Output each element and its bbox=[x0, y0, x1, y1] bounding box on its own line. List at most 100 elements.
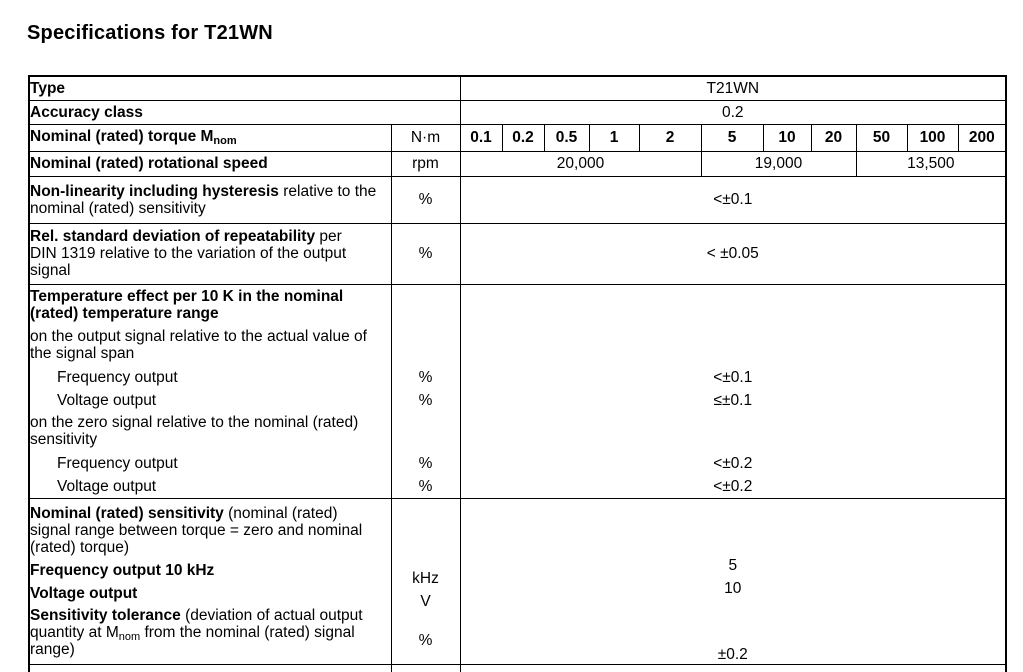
label-line: signal bbox=[30, 262, 71, 279]
unit-percent: % bbox=[418, 391, 433, 409]
torque-value: 10 bbox=[762, 123, 812, 152]
spacer bbox=[461, 409, 1006, 455]
spacer bbox=[461, 500, 1006, 557]
label-line: Non-linearity including hysteresis relat… bbox=[30, 183, 391, 200]
rotational-speed-label: Nominal (rated) rotational speed bbox=[28, 150, 392, 177]
nominal-sensitivity-label: Nominal (rated) sensitivity (nominal (ra… bbox=[28, 497, 392, 665]
label-line: Sensitivity tolerance (deviation of actu… bbox=[30, 607, 391, 624]
label-text: relative to the bbox=[278, 182, 377, 200]
label-text-bold: Sensitivity tolerance bbox=[30, 606, 181, 624]
temperature-effect-units: % % % % bbox=[390, 283, 461, 499]
nonlinearity-row: Non-linearity including hysteresis relat… bbox=[28, 175, 1007, 224]
repeatability-label: Rel. standard deviation of repeatability… bbox=[28, 222, 392, 285]
type-row: Type T21WN bbox=[28, 75, 1007, 101]
speed-value-group-2: 19,000 bbox=[700, 150, 857, 177]
torque-value: 0.1 bbox=[459, 123, 503, 152]
unit-percent: % bbox=[418, 454, 433, 472]
repeatability-value: < ±0.05 bbox=[459, 222, 1007, 285]
torque-value: 50 bbox=[855, 123, 908, 152]
nominal-sensitivity-values: 5 10 ±0.2 bbox=[459, 497, 1007, 665]
label-text: quantity at M bbox=[30, 623, 119, 641]
temperature-effect-label: Temperature effect per 10 K in the nomin… bbox=[28, 283, 392, 499]
label-text-bold: Nominal (rated) sensitivity bbox=[30, 504, 224, 522]
nominal-sensitivity-row: Nominal (rated) sensitivity (nominal (ra… bbox=[28, 497, 1007, 665]
label-line: the signal span bbox=[30, 344, 135, 362]
label-line: signal range between torque = zero and n… bbox=[30, 521, 363, 539]
unit-volt: V bbox=[420, 593, 431, 610]
sub-row-label-voltage-output: Voltage output bbox=[57, 391, 157, 409]
torque-value: 20 bbox=[810, 123, 857, 152]
unit-khz: kHz bbox=[412, 570, 439, 587]
value-output-voltage: ≤±0.1 bbox=[713, 391, 753, 409]
label-line: (rated) temperature range bbox=[30, 304, 219, 322]
label-line: quantity at Mnom from the nominal (rated… bbox=[30, 623, 391, 643]
spacer bbox=[392, 409, 460, 455]
label-line: Temperature effect per 10 K in the nomin… bbox=[30, 287, 344, 305]
label-line: DIN 1319 relative to the variation of th… bbox=[30, 245, 347, 262]
temperature-effect-values: <±0.1 ≤±0.1 <±0.2 <±0.2 bbox=[459, 283, 1007, 499]
label-text-bold: Non-linearity including hysteresis bbox=[30, 182, 279, 200]
partial-row-label bbox=[28, 663, 392, 672]
partial-row-value bbox=[459, 663, 1007, 672]
unit-percent: % bbox=[418, 632, 433, 649]
spacer bbox=[461, 288, 1006, 369]
unit-percent: % bbox=[418, 477, 433, 495]
label-line: on the output signal relative to the act… bbox=[30, 327, 367, 345]
label-subscript: nom bbox=[213, 135, 237, 147]
label-text-bold: Rel. standard deviation of repeatability bbox=[30, 228, 316, 245]
label-text: per bbox=[315, 228, 342, 245]
accuracy-class-label: Accuracy class bbox=[28, 99, 461, 125]
type-label: Type bbox=[28, 75, 461, 101]
page-title: Specifications for T21WN bbox=[27, 22, 273, 44]
spacer bbox=[30, 362, 391, 369]
type-value: T21WN bbox=[459, 75, 1007, 101]
spacer bbox=[30, 448, 391, 455]
accuracy-class-value: 0.2 bbox=[459, 99, 1007, 125]
nominal-torque-label: Nominal (rated) torque Mnom bbox=[28, 123, 392, 152]
value-output-frequency: <±0.1 bbox=[713, 368, 753, 386]
nominal-torque-unit: N·m bbox=[390, 123, 461, 152]
sub-row-label-frequency-output: Frequency output bbox=[57, 454, 178, 472]
rotational-speed-row: Nominal (rated) rotational speed rpm 20,… bbox=[28, 150, 1007, 177]
specifications-table: Type T21WN Accuracy class 0.2 Nominal (r… bbox=[28, 75, 1008, 672]
sub-row-label-voltage-output: Voltage output bbox=[30, 584, 138, 602]
label-line: on the zero signal relative to the nomin… bbox=[30, 413, 359, 431]
value-voltage-output: 10 bbox=[724, 579, 742, 597]
spacer bbox=[461, 597, 1006, 646]
rotational-speed-unit: rpm bbox=[390, 150, 461, 177]
temperature-effect-row: Temperature effect per 10 K in the nomin… bbox=[28, 283, 1007, 499]
label-line: sensitivity bbox=[30, 430, 98, 448]
label-text: Nominal (rated) torque M bbox=[30, 128, 214, 145]
torque-value: 2 bbox=[638, 123, 702, 152]
label-line: Rel. standard deviation of repeatability… bbox=[30, 228, 391, 245]
label-line: Nominal (rated) sensitivity (nominal (ra… bbox=[30, 505, 391, 522]
speed-value-group-3: 13,500 bbox=[855, 150, 1007, 177]
torque-value: 100 bbox=[906, 123, 959, 152]
label-line: nominal (rated) sensitivity bbox=[30, 199, 206, 217]
label-line: range) bbox=[30, 640, 75, 658]
label-subscript: nom bbox=[118, 630, 141, 643]
value-zero-frequency: <±0.2 bbox=[713, 454, 753, 472]
torque-value: 5 bbox=[700, 123, 764, 152]
repeatability-unit: % bbox=[390, 222, 461, 285]
torque-value: 0.5 bbox=[543, 123, 590, 152]
speed-value-group-1: 20,000 bbox=[459, 150, 702, 177]
label-line: (rated) torque) bbox=[30, 538, 130, 556]
value-zero-voltage: <±0.2 bbox=[713, 477, 753, 495]
nonlinearity-label: Non-linearity including hysteresis relat… bbox=[28, 175, 392, 224]
label-text: (nominal (rated) bbox=[223, 504, 338, 522]
sub-row-label-voltage-output: Voltage output bbox=[57, 477, 157, 495]
torque-value: 1 bbox=[588, 123, 640, 152]
accuracy-class-row: Accuracy class 0.2 bbox=[28, 99, 1007, 125]
partial-row-unit bbox=[390, 663, 461, 672]
label-text: (deviation of actual output bbox=[180, 606, 363, 624]
nonlinearity-unit: % bbox=[390, 175, 461, 224]
spacer bbox=[392, 513, 460, 570]
unit-percent: % bbox=[418, 368, 433, 386]
value-frequency-output: 5 bbox=[728, 556, 738, 574]
nonlinearity-value: <±0.1 bbox=[459, 175, 1007, 224]
label-text: from the nominal (rated) signal bbox=[140, 623, 355, 641]
value-sensitivity-tolerance: ±0.2 bbox=[717, 645, 748, 663]
repeatability-row: Rel. standard deviation of repeatability… bbox=[28, 222, 1007, 285]
